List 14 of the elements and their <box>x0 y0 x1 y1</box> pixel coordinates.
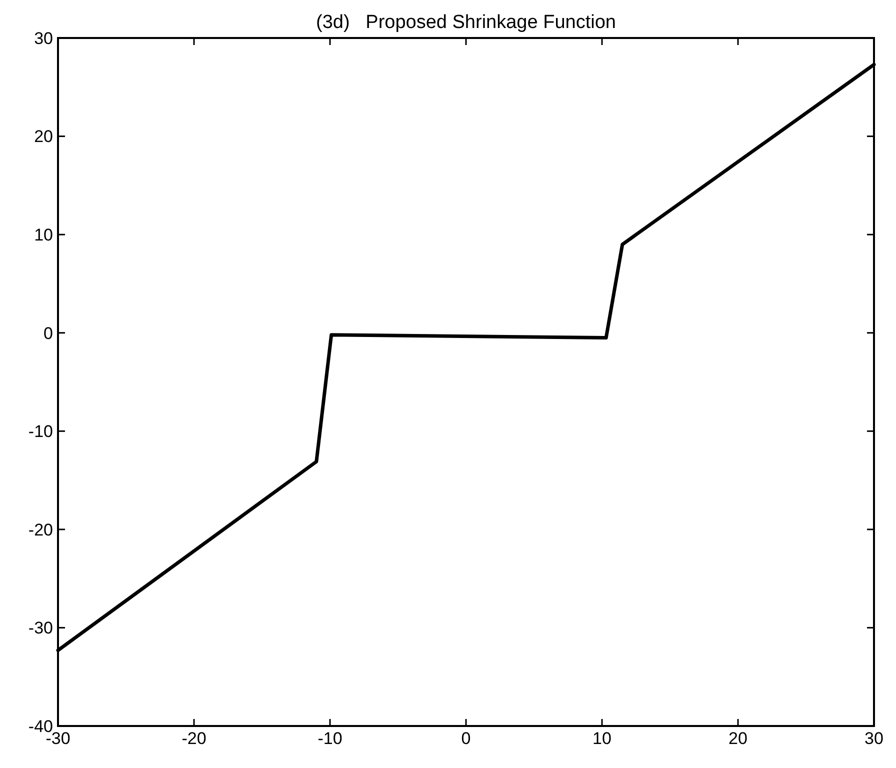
y-tick-label: 20 <box>34 127 53 146</box>
y-tick-label: 0 <box>44 324 53 343</box>
y-tick-label: -10 <box>28 422 53 442</box>
x-tick-label: -20 <box>182 729 206 748</box>
y-tick-label: 30 <box>34 28 53 48</box>
y-tick-label: -30 <box>28 618 53 638</box>
y-tick-label: 10 <box>34 226 53 245</box>
x-tick-label: 20 <box>728 729 748 748</box>
x-tick-label: -10 <box>318 729 342 748</box>
x-tick-label: 0 <box>461 729 471 748</box>
x-tick-label: 10 <box>592 729 612 748</box>
x-tick-label: 30 <box>864 729 884 748</box>
y-tick-label: -20 <box>28 520 53 540</box>
chart-title: (3d) Proposed Shrinkage Function <box>316 12 616 33</box>
